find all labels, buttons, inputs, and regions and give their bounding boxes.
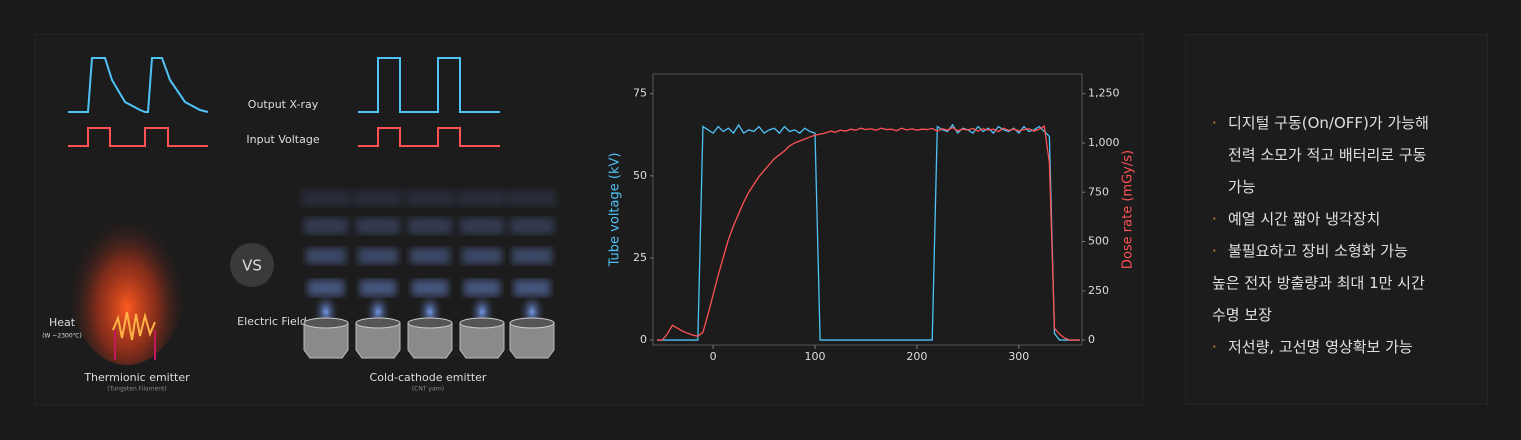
vs: VS: [242, 257, 262, 275]
input-label: Input Voltage: [246, 133, 319, 146]
y2-axis-label: Dose rate (mGy/s): [1121, 150, 1136, 269]
series-line: [657, 123, 1080, 341]
y2-tick-label: 250: [1088, 284, 1109, 297]
beam: [458, 190, 506, 206]
field-text: Electric Field: [237, 315, 307, 328]
beam: [304, 218, 348, 234]
bullet: ·: [1212, 338, 1217, 356]
bullet-text: 높은 전자 방출량과 최대 1만 시간: [1212, 274, 1425, 292]
y-axis-label: Tube voltage (kV): [608, 153, 623, 268]
cathode-top: [407, 317, 453, 329]
panel: [34, 33, 1144, 406]
cathode-top: [459, 317, 505, 329]
cathode-top: [303, 317, 349, 329]
plot-frame: [652, 73, 1083, 346]
left-note: (Tungsten Filament): [107, 386, 166, 393]
beam: [302, 190, 350, 206]
output-wave: [358, 57, 500, 113]
beam: [408, 218, 452, 234]
beam: [462, 248, 502, 264]
y-tick-label: 75: [633, 87, 647, 100]
bullet-text: 수명 보장: [1212, 306, 1272, 324]
x-tick-label: 200: [906, 350, 927, 363]
cathode-top: [355, 317, 401, 329]
bullet: ·: [1212, 242, 1217, 260]
chart: 0 100 200 300025507502505007501,0001,250Tub…: [608, 73, 1136, 363]
beam: [460, 218, 504, 234]
y2-tick-label: 500: [1088, 235, 1109, 248]
vs-circle: [230, 243, 274, 287]
bullet-text: 불필요하고 장비 소형화 가능: [1228, 242, 1408, 260]
left-panel: Output X-ray Input Voltage Heat (W ~2300…: [34, 33, 1144, 406]
bullet: ·: [1212, 210, 1217, 228]
output-label: Output X-ray: [248, 98, 319, 111]
right-title: Cold-cathode emitter: [370, 371, 487, 384]
beam: [512, 248, 552, 264]
emitters: [302, 190, 556, 359]
beam: [412, 280, 448, 296]
beam: [510, 218, 554, 234]
x-tick-label: 100: [805, 350, 826, 363]
beam: [464, 280, 500, 296]
y2-tick-label: 1,000: [1088, 136, 1120, 149]
bullet-text: 전력 소모가 적고 배터리로 구동: [1228, 146, 1427, 164]
x-tick-label: 300: [1008, 350, 1029, 363]
input-wave: [68, 127, 208, 147]
beam: [354, 190, 402, 206]
bullet-text: 디지털 구동(On/OFF)가 가능해: [1228, 114, 1429, 132]
y2-tick-label: 1,250: [1088, 87, 1120, 100]
x-tick-label: 0: [710, 350, 717, 363]
beam: [406, 190, 454, 206]
beam: [410, 248, 450, 264]
bullet-text: 예열 시간 짧아 냉각장치: [1228, 210, 1381, 228]
beam: [306, 248, 346, 264]
bullet-text: 가능: [1228, 178, 1256, 196]
y2-tick-label: 0: [1088, 333, 1095, 346]
right-note: (CNT yarn): [412, 386, 444, 393]
cathode-top: [509, 317, 555, 329]
heat-label: Heat: [49, 316, 76, 329]
left-title: Thermionic emitter: [83, 371, 190, 384]
bullet-text: 저선량, 고선명 영상확보 가능: [1228, 338, 1413, 356]
beam: [514, 280, 550, 296]
y2-tick-label: 750: [1088, 185, 1109, 198]
beam: [358, 248, 398, 264]
heat-glow: [65, 175, 189, 365]
beam: [360, 280, 396, 296]
beam: [508, 190, 556, 206]
heat-note: (W ~2300℃): [42, 333, 82, 340]
y-tick-label: 25: [633, 251, 647, 264]
y-tick-label: 50: [633, 169, 647, 182]
beam: [308, 280, 344, 296]
bullet: ·: [1212, 114, 1217, 132]
series-line: [657, 125, 1080, 341]
output-wave: [68, 57, 209, 113]
beam: [356, 218, 400, 234]
filament: [112, 311, 156, 341]
y-tick-label: 0: [640, 333, 647, 346]
input-wave: [358, 127, 500, 147]
field-label: Electric Field: [237, 315, 307, 328]
